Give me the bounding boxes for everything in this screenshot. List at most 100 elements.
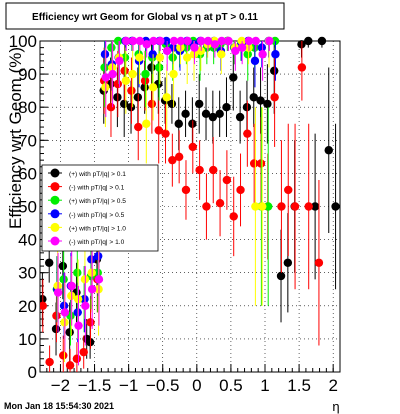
- y-tick-label: 10: [18, 330, 37, 349]
- data-point: [72, 354, 82, 363]
- y-tick-label: 90: [18, 65, 37, 84]
- y-tick-label: 20: [18, 297, 37, 316]
- series-6: [53, 36, 274, 366]
- data-point: [40, 301, 47, 310]
- data-point: [310, 202, 320, 211]
- data-point: [142, 119, 151, 128]
- y-tick-label: 0: [28, 363, 37, 382]
- chart-title: Efficiency wrt Geom for Global vs η at p…: [32, 12, 258, 23]
- data-point: [277, 202, 286, 211]
- legend-marker: [50, 195, 60, 205]
- data-point: [304, 36, 313, 46]
- legend: (+) with pT/|q| > 0.1 (-) with pT/|q| > 0…: [41, 164, 159, 252]
- data-point: [174, 119, 183, 128]
- data-point: [141, 69, 150, 79]
- data-point: [224, 36, 233, 46]
- data-point: [169, 69, 178, 79]
- data-point: [317, 36, 327, 46]
- data-point: [167, 99, 177, 109]
- data-point: [297, 63, 307, 72]
- legend-label: (+) with pT/|q| > 0.5: [69, 198, 126, 205]
- data-point: [181, 109, 190, 119]
- data-point: [201, 109, 211, 119]
- data-point: [81, 301, 90, 310]
- data-point: [169, 36, 179, 46]
- data-point: [45, 357, 54, 367]
- x-tick-label: 1: [260, 376, 269, 395]
- y-tick-label: 80: [18, 98, 37, 117]
- data-point: [249, 159, 259, 168]
- y-tick-label: 50: [18, 198, 37, 217]
- data-point: [147, 99, 157, 109]
- data-point: [244, 36, 254, 46]
- data-point: [257, 43, 266, 52]
- data-point: [142, 40, 151, 49]
- data-point: [271, 50, 280, 59]
- data-point: [65, 328, 74, 337]
- legend-item: (+) with pT/|q| > 0.1: [48, 168, 126, 178]
- legend-item: (-) with pT/|q| > 1.0: [48, 236, 125, 246]
- data-point: [156, 36, 165, 46]
- timestamp: Mon Jan 18 15:54:30 2021: [4, 401, 114, 411]
- data-point: [243, 50, 252, 59]
- data-point: [235, 112, 245, 122]
- legend-item: (+) with pT/|q| > 1.0: [48, 222, 126, 232]
- legend-marker: [50, 209, 60, 219]
- data-point: [53, 288, 63, 297]
- legend-label: (-) with pT/|q| > 0.5: [69, 212, 125, 219]
- data-point: [215, 109, 224, 119]
- legend-label: (+) with pT/|q| > 1.0: [69, 225, 126, 232]
- data-point: [256, 96, 265, 105]
- data-point: [290, 202, 300, 211]
- legend-item: (+) with pT/|q| > 0.5: [48, 195, 126, 205]
- data-point: [304, 202, 313, 211]
- data-point: [229, 212, 238, 221]
- data-point: [134, 122, 143, 132]
- data-point: [236, 185, 245, 195]
- data-point: [314, 258, 324, 267]
- x-tick-label: −2: [51, 376, 70, 395]
- data-point: [210, 40, 220, 49]
- data-point: [121, 76, 131, 85]
- data-point: [237, 43, 247, 52]
- data-point: [60, 308, 70, 317]
- data-point: [147, 63, 156, 72]
- legend-marker: [50, 236, 60, 246]
- data-point: [263, 99, 272, 109]
- legend-marker: [50, 222, 60, 232]
- legend-frame: [41, 164, 159, 252]
- data-point: [128, 36, 138, 46]
- data-point: [217, 36, 226, 46]
- x-tick-label: 0: [192, 376, 201, 395]
- data-point: [331, 202, 340, 211]
- data-point: [162, 93, 171, 102]
- x-axis-label: η: [332, 399, 339, 414]
- data-point: [79, 347, 88, 357]
- data-point: [264, 202, 273, 211]
- series-2: [40, 41, 324, 372]
- data-point: [113, 79, 122, 89]
- data-point: [251, 202, 260, 211]
- data-point: [106, 103, 116, 112]
- data-point: [127, 86, 136, 95]
- data-point: [231, 46, 240, 56]
- x-tick-label: −0.5: [146, 376, 180, 395]
- data-point: [276, 271, 286, 281]
- data-point: [73, 268, 82, 277]
- data-point: [324, 146, 333, 155]
- data-point: [74, 321, 83, 330]
- data-point: [202, 202, 211, 211]
- data-point: [148, 83, 158, 92]
- data-point: [115, 56, 124, 66]
- data-point: [154, 126, 163, 135]
- data-point: [149, 36, 158, 46]
- data-point: [217, 50, 226, 59]
- data-point: [195, 165, 204, 175]
- data-point: [265, 36, 274, 46]
- legend-item: (-) with pT/|q| > 0.1: [48, 182, 125, 192]
- legend-item: (-) with pT/|q| > 0.5: [48, 209, 125, 219]
- data-point: [181, 185, 191, 195]
- legend-label: (-) with pT/|q| > 1.0: [69, 239, 125, 246]
